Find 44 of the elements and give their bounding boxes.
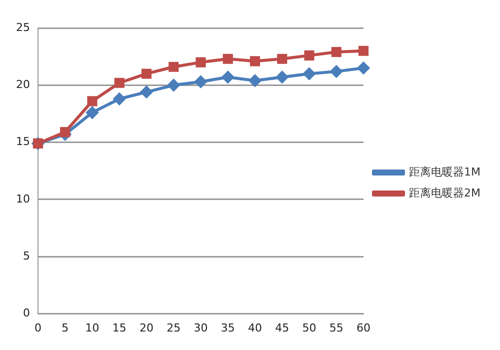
- x-tick-label: 55: [329, 321, 344, 334]
- point: [277, 54, 288, 64]
- legend-label: 距离电暖器1M: [409, 165, 480, 178]
- point: [276, 71, 288, 84]
- point: [60, 126, 70, 138]
- y-tick-label: 5: [22, 250, 30, 262]
- point: [194, 76, 207, 88]
- point: [114, 78, 124, 88]
- point: [168, 79, 180, 92]
- point: [303, 68, 316, 80]
- point: [222, 54, 233, 64]
- x-tick-label: 35: [220, 321, 235, 334]
- point: [331, 46, 342, 58]
- point: [196, 57, 206, 68]
- x-tick-label: 15: [112, 321, 126, 334]
- point: [358, 62, 370, 74]
- y-tick-label: 20: [16, 78, 30, 92]
- point: [168, 62, 179, 72]
- x-tick-label: 60: [356, 321, 370, 334]
- x-tick-label: 5: [62, 321, 69, 334]
- point: [86, 106, 98, 119]
- point: [358, 46, 369, 56]
- point: [304, 50, 314, 60]
- x-tick-label: 20: [140, 321, 154, 334]
- x-tick-label: 25: [166, 321, 181, 334]
- y-tick-label: 15: [16, 135, 30, 148]
- point: [113, 92, 126, 105]
- point: [249, 74, 261, 87]
- point: [140, 86, 152, 98]
- x-tick-label: 10: [85, 321, 100, 334]
- y-tick-label: 0: [22, 306, 30, 320]
- point: [141, 68, 152, 79]
- y-tick-label: 10: [16, 192, 30, 206]
- x-tick-label: 30: [194, 321, 208, 334]
- x-tick-label: 45: [275, 321, 290, 334]
- x-tick-label: 0: [34, 321, 42, 334]
- x-tick-label: 40: [248, 321, 262, 334]
- point: [87, 96, 98, 106]
- legend-label: 距离电暖器2M: [409, 186, 480, 200]
- point: [330, 65, 342, 78]
- point: [222, 71, 234, 84]
- x-tick-label: 50: [302, 321, 316, 334]
- y-tick-label: 25: [16, 20, 30, 34]
- point: [250, 56, 260, 66]
